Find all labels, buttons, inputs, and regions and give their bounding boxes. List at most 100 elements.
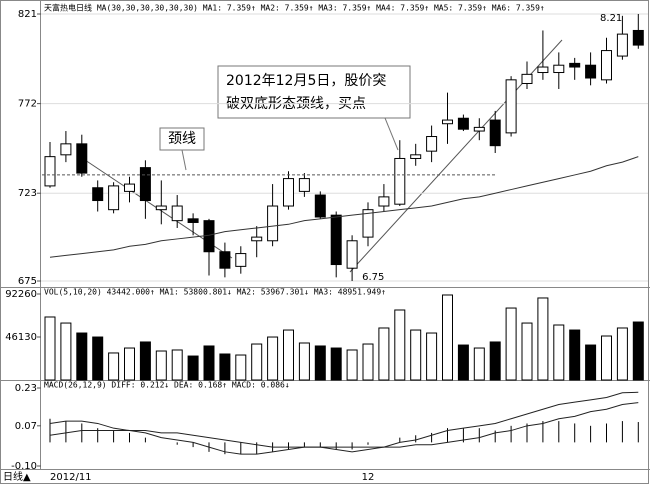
volume-bar	[394, 309, 406, 381]
y-tick-label: 92260	[5, 289, 37, 300]
volume-bar	[410, 329, 422, 381]
volume-bar	[521, 322, 533, 381]
volume-bar	[251, 343, 263, 381]
candle-body	[139, 167, 151, 202]
candle-body	[267, 205, 279, 242]
annotation: 颈线	[168, 131, 196, 147]
candle-body	[442, 119, 453, 125]
y-tick-label: 723	[18, 188, 37, 199]
candle-body	[251, 236, 263, 242]
volume-bar	[489, 341, 501, 381]
candle-body	[108, 185, 120, 211]
candle-body	[632, 29, 644, 46]
y-tick-label: -0.10	[11, 461, 37, 472]
volume-bar	[203, 345, 215, 381]
macd-header: MACD(26,12,9) DIFF: 0.212↓ DEA: 0.168↑ M…	[44, 381, 290, 390]
candle-body	[569, 62, 581, 68]
candle-body	[410, 154, 422, 159]
candle-body	[537, 66, 549, 74]
ma-line	[49, 156, 639, 258]
volume-bar	[616, 327, 628, 381]
x-tick-label: 2012/11	[50, 472, 92, 483]
candle-body	[283, 178, 294, 207]
candle-body	[76, 143, 88, 174]
volume-bar	[378, 327, 390, 381]
candle-body	[60, 143, 72, 156]
volume-bar	[537, 297, 549, 381]
volume-bar	[139, 341, 151, 381]
candle-body	[44, 156, 56, 187]
volume-bar	[155, 350, 167, 381]
y-tick-label: 0.23	[15, 383, 37, 394]
volume-bar	[187, 355, 199, 381]
candle-body	[473, 126, 485, 132]
annotation: 6.75	[362, 272, 384, 283]
y-tick-label: 675	[18, 276, 37, 287]
volume-header: VOL(5,10,20) 43442.000↑ MA1: 53800.801↓ …	[44, 288, 386, 297]
candle-body	[187, 218, 199, 223]
volume-bar	[283, 329, 294, 381]
candle-body	[298, 178, 310, 192]
macd-line	[49, 391, 639, 455]
volume-bar	[298, 342, 310, 381]
candle-body	[219, 251, 231, 269]
macd-line	[49, 402, 639, 448]
candle-body	[171, 205, 183, 222]
candle-body	[426, 136, 438, 152]
candle-body	[553, 64, 565, 74]
candle-body	[489, 119, 501, 147]
volume-bar	[426, 332, 438, 381]
candle-body	[521, 73, 533, 84]
volume-bar	[601, 335, 612, 381]
volume-bar	[76, 332, 88, 381]
volume-bar	[235, 354, 247, 381]
x-tick-label: 12	[362, 472, 375, 483]
volume-bar	[171, 349, 183, 381]
annotation: 8.21	[600, 13, 622, 24]
candle-body	[155, 205, 167, 211]
volume-bar	[267, 336, 279, 381]
candle-body	[314, 194, 326, 218]
candle-body	[505, 79, 517, 134]
candle-body	[616, 33, 628, 57]
volume-bar	[569, 329, 581, 381]
volume-bar	[473, 347, 485, 381]
volume-bar	[457, 344, 469, 381]
candle-body	[378, 196, 390, 207]
callout-pointer	[181, 149, 187, 171]
volume-bar	[44, 316, 56, 381]
volume-bar	[219, 353, 231, 381]
volume-bar	[442, 294, 453, 381]
volume-bar	[108, 352, 120, 381]
candle-body	[203, 220, 215, 253]
candle-body	[585, 64, 597, 79]
candle-body	[457, 117, 469, 130]
y-tick-label: 821	[18, 9, 37, 20]
callout-line: 2012年12月5日，股价突	[226, 73, 386, 89]
candle-body	[346, 240, 358, 269]
volume-bar	[585, 344, 597, 381]
volume-bar	[314, 345, 326, 381]
volume-bar	[362, 343, 374, 381]
volume-bar	[505, 307, 517, 381]
volume-bar	[60, 322, 72, 381]
candle-body	[601, 50, 612, 81]
volume-bar	[330, 347, 342, 381]
period-label[interactable]: 日线▲	[3, 470, 31, 483]
candle-body	[124, 183, 135, 192]
volume-bar	[92, 336, 104, 381]
volume-bar	[632, 321, 644, 381]
candle-body	[362, 209, 374, 238]
volume-bar	[553, 324, 565, 381]
y-tick-label: 772	[18, 99, 37, 110]
volume-bar	[346, 349, 358, 381]
candle-body	[394, 157, 406, 205]
price-header: 天富热电日线 MA(30,30,30,30,30,30) MA1: 7.359↑…	[44, 3, 545, 13]
candle-body	[235, 253, 247, 267]
candle-body	[92, 187, 104, 202]
callout-box	[217, 65, 411, 119]
y-tick-label: 46130	[5, 332, 37, 343]
volume-bar	[124, 347, 135, 381]
